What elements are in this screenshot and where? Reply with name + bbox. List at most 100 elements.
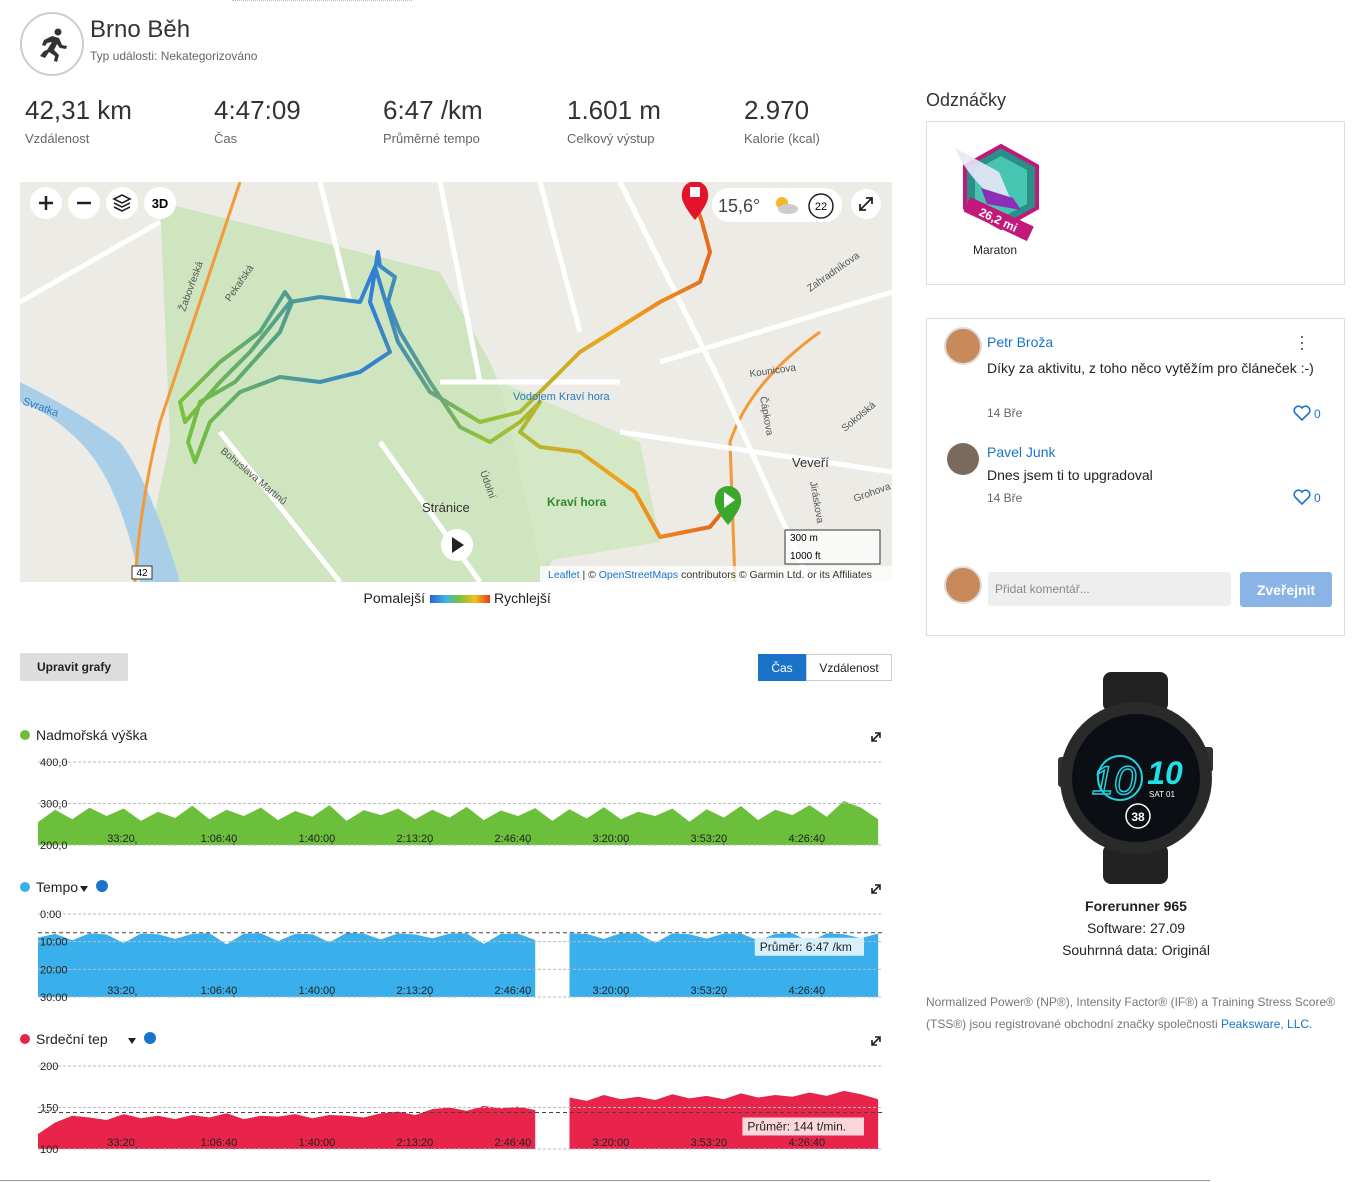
comment-date: 14 Bře (987, 406, 1023, 420)
stat-label: Celkový výstup (567, 131, 655, 146)
legend-gradient (430, 595, 490, 603)
edit-charts-button[interactable]: Upravit grafy (20, 653, 128, 681)
map-label: Stránice (422, 500, 470, 515)
watch-date: SAT 01 (1149, 790, 1175, 799)
badge-icon: 26,2 mi (955, 143, 1039, 242)
y-tick-label: 400,0 (40, 757, 68, 769)
area (38, 801, 879, 845)
footer-link[interactable]: Peaksware, LLC. (1221, 1017, 1313, 1031)
map[interactable]: Stránice Veveří Kraví hora Svratka Vodoj… (20, 182, 892, 582)
activity-title: Brno Běh (90, 16, 191, 43)
stat-label: Kalorie (kcal) (744, 131, 820, 146)
main-road (133, 182, 242, 582)
badge-name: Maraton (972, 243, 1018, 257)
y-tick-label: 200 (40, 1061, 58, 1073)
comment-menu[interactable]: · · · (1299, 326, 1305, 358)
x-tick-label: 1:40:00 (299, 1137, 336, 1149)
like-count: 0 (1314, 491, 1321, 505)
device-image: 10 10 SAT 01 38 (1058, 672, 1213, 884)
activity-type: Typ události: Nekategorizováno (90, 49, 258, 63)
avatar (944, 327, 982, 365)
x-tick-label: 3:20:00 (592, 1137, 629, 1149)
weather-icon (776, 197, 798, 214)
y-tick-label: 200,0 (40, 840, 68, 852)
chart-title: Nadmořská výška (36, 727, 147, 743)
x-tick-label: 3:20:00 (592, 833, 629, 845)
x-tick-label: 4:26:40 (788, 833, 825, 845)
average-label-bg (742, 1117, 864, 1136)
map-label: Kraví hora (547, 495, 607, 509)
map-label: Grohova (852, 481, 892, 505)
chart: Nadmořská výška 400,0 300,0 200,0 33:20 1:06:… (20, 727, 882, 852)
route (178, 201, 730, 539)
y-tick-label: 0:00 (40, 909, 61, 921)
watch-metric: 38 (1131, 810, 1145, 824)
map-label: Čápkova (757, 395, 777, 437)
attribution-link[interactable]: OpenStreetMaps (599, 569, 678, 581)
help-icon (144, 1032, 156, 1044)
avatar (947, 443, 979, 475)
3d-toggle[interactable]: 3D (144, 187, 176, 219)
stat-value: 6:47 /km (383, 95, 483, 125)
help-icon (96, 880, 108, 892)
divider (232, 0, 412, 1)
device-info: Forerunner 965 Software: 27.09 Souhrnná … (926, 895, 1346, 961)
legend-dot (20, 1034, 30, 1044)
average-label: Průměr: 6:47 /km (760, 940, 852, 954)
attribution-text: contributors © Garmin Ltd. or its Affili… (681, 569, 872, 581)
stat-label: Čas (214, 131, 238, 146)
chart: Srdeční tep 200 150 100 33:20 1:06:40 1:40:00 2… (20, 1031, 882, 1156)
3d-label: 3D (152, 196, 169, 211)
bottom-rule (0, 1180, 1210, 1181)
comment-text: Díky za aktivitu, z toho něco vytěžím pr… (987, 360, 1314, 376)
comment-author[interactable]: Petr Broža (987, 334, 1054, 350)
fullscreen[interactable] (851, 189, 881, 219)
average-label: Průměr: 144 t/min. (747, 1119, 846, 1133)
like-icon[interactable] (1293, 405, 1311, 421)
x-tick-label: 2:13:20 (397, 985, 434, 997)
device-software: Software: 27.09 (1086, 920, 1186, 936)
x-tick-label: 4:26:40 (788, 985, 825, 997)
avatar (944, 566, 982, 604)
legend-dot (20, 882, 30, 892)
zoom-in[interactable] (30, 187, 62, 219)
expand-icon (871, 732, 881, 742)
start-marker (714, 486, 742, 525)
stat-value: 2.970 (744, 95, 810, 125)
x-tick-label: 1:06:40 (201, 833, 238, 845)
comment-input[interactable]: Přidat komentář... (988, 572, 1231, 606)
y-tick-label: 10:00 (40, 937, 68, 949)
time-toggle[interactable]: Čas (758, 654, 806, 681)
dropdown-icon (80, 886, 88, 892)
average-label-bg (754, 937, 864, 956)
comment-author[interactable]: Pavel Junk (987, 444, 1056, 460)
like-icon[interactable] (1293, 489, 1311, 505)
submit-button[interactable]: Zveřejnit (1240, 572, 1332, 607)
area (38, 1090, 879, 1149)
streets (20, 182, 892, 582)
scale: 1000 ft (790, 551, 821, 562)
x-tick-label: 1:06:40 (201, 1137, 238, 1149)
watch-hours: 10 (1092, 759, 1137, 803)
comments-box: Petr Broža · · · Díky za aktivitu, z toho … (926, 318, 1345, 636)
play-button[interactable] (441, 529, 473, 561)
x-tick-label: 2:13:20 (397, 833, 434, 845)
park (500, 382, 660, 562)
badges-box: 26,2 mi Maraton (926, 121, 1345, 285)
x-tick-label: 33:20 (107, 985, 135, 997)
x-tick-label: 2:46:40 (495, 1137, 532, 1149)
comment-text: Dnes jsem ti to upgradoval (987, 467, 1153, 483)
attribution-link[interactable]: Leaflet (548, 569, 580, 581)
badges-title: Odznáčky (926, 90, 1007, 110)
main-road (728, 330, 821, 582)
layers[interactable] (106, 187, 138, 219)
activity-icon (20, 12, 84, 76)
device-summary: Souhrnná data: Originál (1062, 942, 1210, 958)
attribution-bg (540, 566, 892, 582)
y-tick-label: 20:00 (40, 964, 68, 976)
zoom-out[interactable] (68, 187, 100, 219)
x-tick-label: 3:53:20 (690, 985, 727, 997)
distance-toggle[interactable]: Vzdálenost (806, 654, 892, 681)
map-label: Sokolská (840, 400, 878, 435)
